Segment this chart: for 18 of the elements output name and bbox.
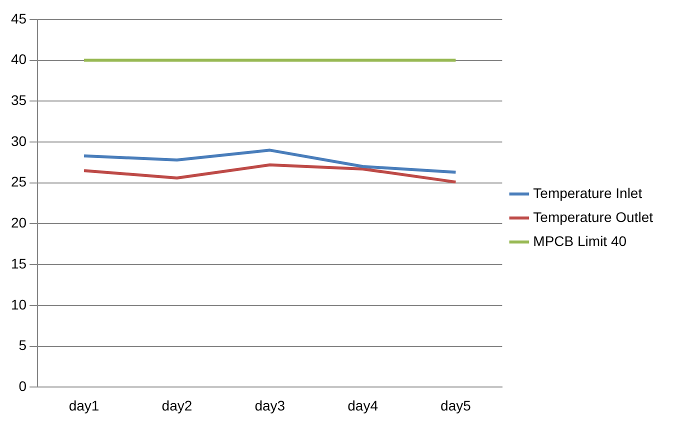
y-tick-label: 15 bbox=[10, 255, 27, 272]
x-tick-label: day3 bbox=[254, 397, 286, 414]
y-tick-label: 25 bbox=[10, 174, 27, 190]
x-tick-label: day5 bbox=[440, 397, 472, 414]
y-tick-label: 45 bbox=[10, 10, 27, 26]
y-tick-label: 30 bbox=[10, 132, 27, 149]
legend-label: MPCB Limit 40 bbox=[533, 232, 627, 249]
legend-label: Temperature Outlet bbox=[533, 208, 654, 225]
x-tick-label: day4 bbox=[348, 397, 378, 414]
y-tick-label: 20 bbox=[10, 214, 27, 231]
y-tick-label: 5 bbox=[18, 337, 27, 354]
x-tick-label: day2 bbox=[162, 397, 192, 414]
y-tick-label: 40 bbox=[10, 51, 27, 68]
x-tick-label: day1 bbox=[68, 397, 100, 414]
y-tick-label: 0 bbox=[18, 378, 27, 394]
y-tick-label: 35 bbox=[10, 92, 27, 108]
legend-label: Temperature Inlet bbox=[533, 184, 642, 201]
y-tick-label: 10 bbox=[10, 296, 27, 312]
